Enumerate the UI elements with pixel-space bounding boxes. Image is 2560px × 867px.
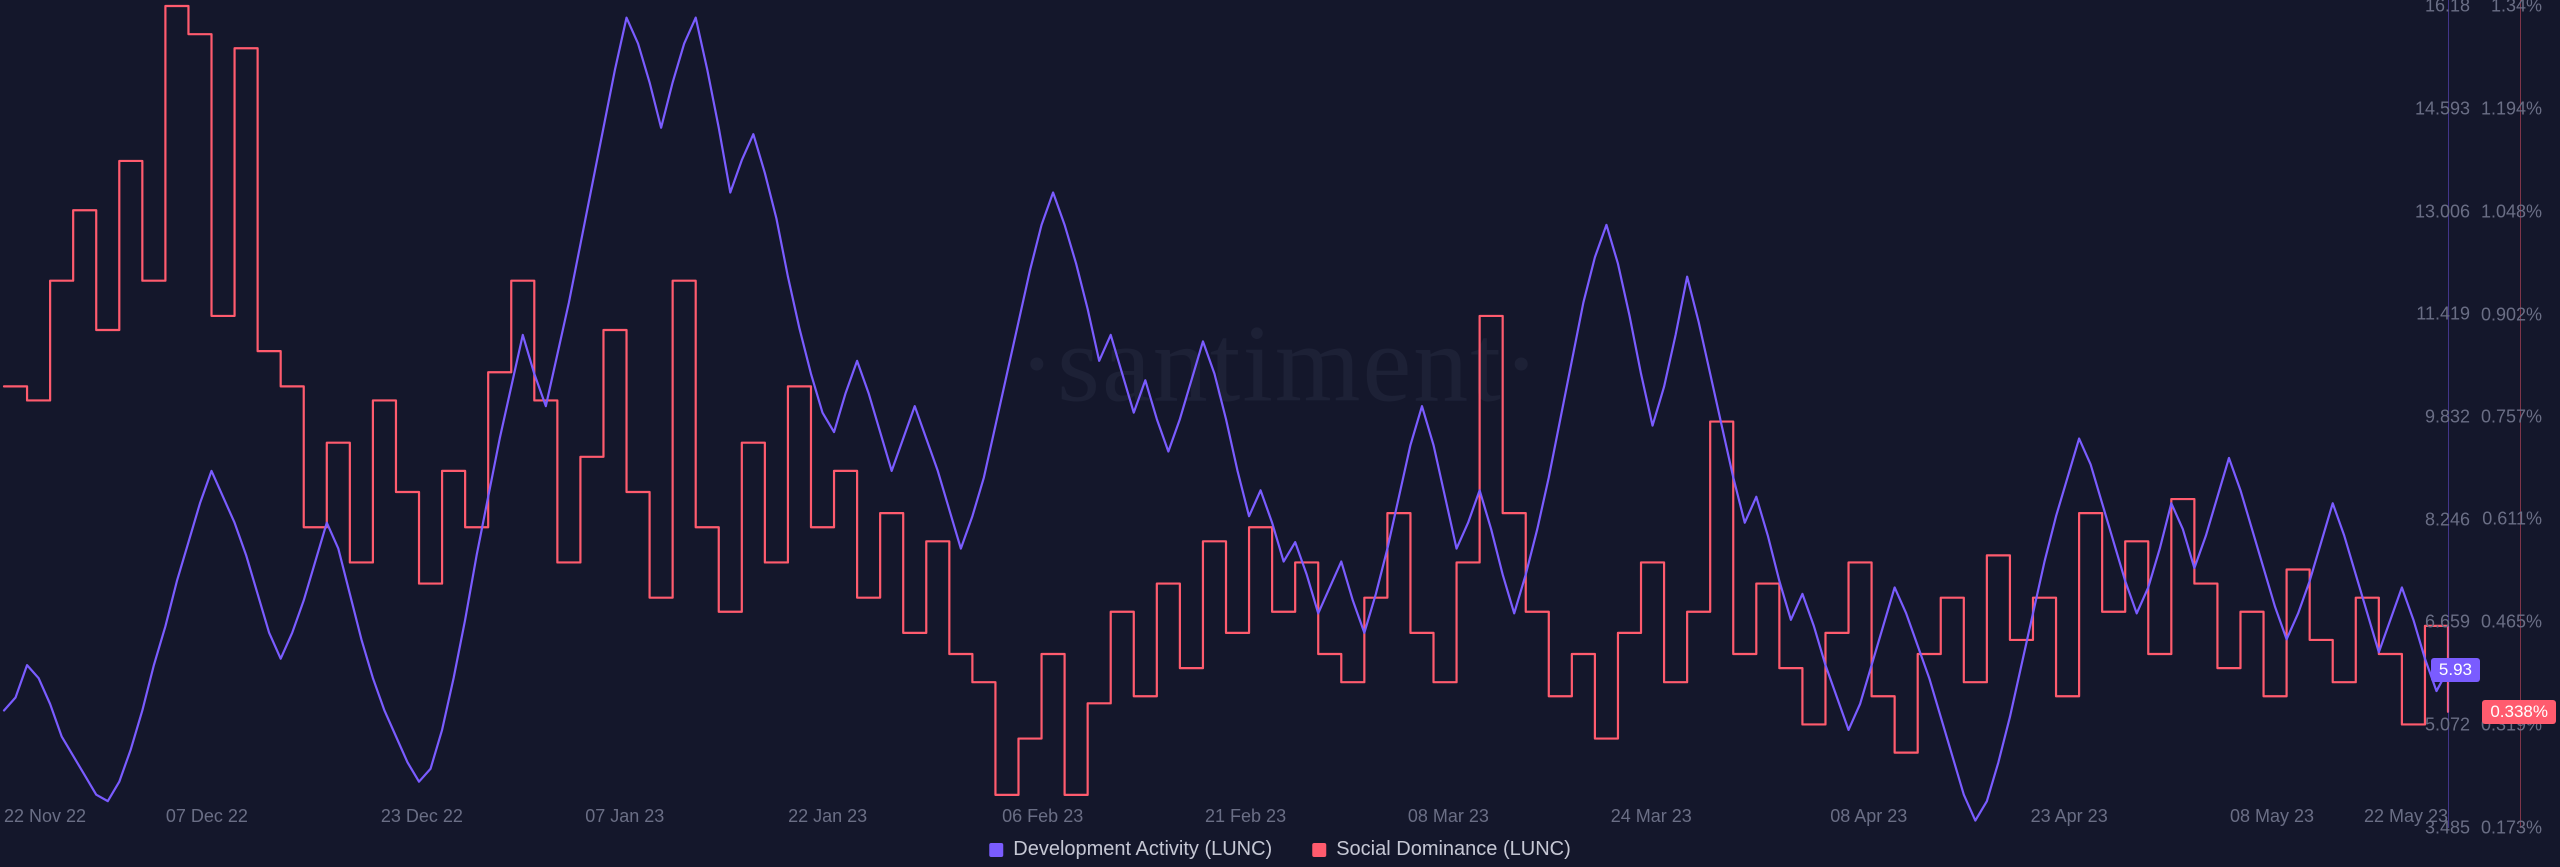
x-axis-tick-label: 07 Dec 22 — [166, 806, 248, 827]
x-axis-tick-label: 07 Jan 23 — [585, 806, 664, 827]
legend-swatch-dev — [989, 843, 1003, 857]
y2-axis-tick-label: 0.611% — [2482, 509, 2542, 530]
x-axis-tick-label: 08 Mar 23 — [1408, 806, 1489, 827]
series-line-soc — [4, 6, 2448, 795]
legend-swatch-soc — [1312, 843, 1326, 857]
x-axis-tick-label: 08 Apr 23 — [1830, 806, 1907, 827]
legend-label: Development Activity (LUNC) — [1013, 838, 1272, 861]
chart-container: ·santiment· 22 Nov 2207 Dec 2223 Dec 220… — [0, 0, 2560, 867]
y2-axis-tick-label: 0.465% — [2481, 612, 2542, 633]
x-axis-tick-label: 22 Nov 22 — [4, 806, 86, 827]
y2-axis-tick-label: 1.34% — [2491, 0, 2542, 17]
y2-axis-tick-label: 0.902% — [2481, 304, 2542, 325]
y2-axis-tick-label: 0.757% — [2481, 406, 2542, 427]
x-axis-tick-label: 08 May 23 — [2230, 806, 2314, 827]
y1-axis-tick-label: 5.072 — [2425, 715, 2470, 736]
series-line-dev — [4, 18, 2448, 821]
x-axis-tick-label: 23 Dec 22 — [381, 806, 463, 827]
y1-axis-tick-label: 6.659 — [2425, 612, 2470, 633]
y1-axis-tick-label: 3.485 — [2425, 818, 2470, 839]
y1-axis-tick-label: 14.593 — [2415, 98, 2470, 119]
legend: Development Activity (LUNC) Social Domin… — [989, 838, 1571, 861]
x-axis-tick-label: 22 Jan 23 — [788, 806, 867, 827]
current-value-badge-soc: 0.338% — [2482, 700, 2556, 724]
x-axis-tick-label: 21 Feb 23 — [1205, 806, 1286, 827]
y1-axis-tick-label: 9.832 — [2425, 407, 2470, 428]
x-axis-tick-label: 24 Mar 23 — [1611, 806, 1692, 827]
y2-axis-tick-label: 1.194% — [2481, 98, 2542, 119]
legend-item-soc[interactable]: Social Dominance (LUNC) — [1312, 838, 1571, 861]
legend-item-dev[interactable]: Development Activity (LUNC) — [989, 838, 1272, 861]
legend-label: Social Dominance (LUNC) — [1336, 838, 1571, 861]
y2-axis-tick-label: 0.173% — [2481, 818, 2542, 839]
y1-axis-tick-label: 13.006 — [2415, 201, 2470, 222]
current-value-badge-dev: 5.93 — [2431, 658, 2480, 682]
y1-axis-tick-label: 8.246 — [2425, 509, 2470, 530]
y1-axis-tick-label: 16.18 — [2425, 0, 2470, 17]
y2-axis-tick-label: 1.048% — [2481, 201, 2542, 222]
y1-axis-tick-label: 11.419 — [2416, 304, 2470, 325]
x-axis-tick-label: 06 Feb 23 — [1002, 806, 1083, 827]
chart-svg — [0, 0, 2560, 867]
x-axis-tick-label: 23 Apr 23 — [2031, 806, 2108, 827]
